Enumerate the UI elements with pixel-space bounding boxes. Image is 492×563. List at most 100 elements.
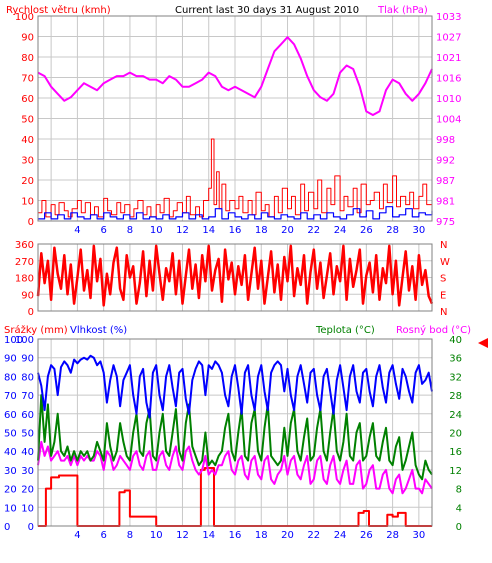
bottom-x-tick-label: 14 bbox=[202, 530, 215, 541]
rain-axis-title: Srážky (mm) bbox=[4, 324, 68, 336]
rain-axis-tick-label: 80 bbox=[4, 372, 17, 383]
pressure-axis-tick-label: 1016 bbox=[436, 74, 461, 85]
compass-tick-label: N bbox=[440, 307, 447, 318]
bottom-x-tick-label: 10 bbox=[150, 530, 163, 541]
rain-axis-tick-label: 90 bbox=[4, 354, 17, 365]
humidity-axis-tick-label: 20 bbox=[21, 485, 34, 496]
rain-axis-tick-label: 10 bbox=[4, 503, 17, 514]
temperature-line bbox=[37, 394, 433, 481]
wind-axis-tick-label: 20 bbox=[21, 176, 34, 187]
bottom-x-tick-label: 4 bbox=[74, 530, 80, 541]
humidity-axis-title: Vlhkost (%) bbox=[70, 325, 127, 336]
temperature-axis-tick-label: 8 bbox=[456, 485, 462, 496]
dew-point-axis-title: Rosný bod (°C) bbox=[396, 324, 471, 336]
bottom-x-tick-label: 18 bbox=[255, 530, 268, 541]
top-plot-frame bbox=[37, 15, 433, 222]
compass-tick-label: S bbox=[440, 274, 446, 285]
temperature-axis-tick-label: 32 bbox=[449, 372, 462, 383]
top-x-tick-label: 4 bbox=[74, 225, 80, 236]
top-x-tick-label: 18 bbox=[255, 225, 268, 236]
bottom-x-tick-label: 24 bbox=[334, 530, 347, 541]
temperature-axis-tick-label: 12 bbox=[449, 466, 462, 477]
pressure-axis-tick-label: 992 bbox=[436, 156, 455, 167]
direction-axis-tick-label: 270 bbox=[15, 257, 34, 268]
bottom-x-tick-label: 6 bbox=[100, 530, 106, 541]
wind-direction-line bbox=[36, 244, 434, 307]
top-x-tick-label: 6 bbox=[100, 225, 106, 236]
compass-tick-label: W bbox=[440, 257, 450, 268]
wind-axis-tick-label: 90 bbox=[21, 33, 34, 44]
humidity-axis-tick-label: 60 bbox=[21, 410, 34, 421]
wind-axis-tick-label: 10 bbox=[21, 197, 34, 208]
humidity-axis-tick-label: 80 bbox=[21, 372, 34, 383]
mid-plot-frame bbox=[37, 243, 433, 312]
bottom-plot-frame bbox=[37, 338, 433, 527]
pressure-axis-tick-label: 1010 bbox=[436, 94, 461, 105]
top-x-tick-label: 12 bbox=[176, 225, 189, 236]
top-x-tick-label: 20 bbox=[281, 225, 294, 236]
top-x-tick-label: 14 bbox=[202, 225, 215, 236]
rain-axis-tick-label: 40 bbox=[4, 447, 17, 458]
top-x-tick-label: 16 bbox=[229, 225, 242, 236]
bottom-x-tick-label: 20 bbox=[281, 530, 294, 541]
bottom-x-tick-label: 22 bbox=[307, 530, 320, 541]
rain-axis-tick-label: 0 bbox=[4, 522, 10, 533]
top-x-tick-label: 10 bbox=[150, 225, 163, 236]
current-value-marker-icon bbox=[478, 338, 488, 348]
humidity-line bbox=[37, 354, 433, 419]
pressure-axis-tick-label: 1021 bbox=[436, 53, 461, 64]
top-x-tick-label: 22 bbox=[307, 225, 320, 236]
temperature-axis-tick-label: 20 bbox=[449, 429, 462, 440]
wind-axis-tick-label: 0 bbox=[28, 217, 34, 228]
bottom-x-tick-label: 30 bbox=[412, 530, 425, 541]
direction-axis-tick-label: 0 bbox=[28, 307, 34, 318]
direction-axis-tick-label: 90 bbox=[21, 290, 34, 301]
top-x-tick-label: 28 bbox=[386, 225, 399, 236]
bottom-x-tick-label: 16 bbox=[229, 530, 242, 541]
temperature-axis-tick-label: 28 bbox=[449, 391, 462, 402]
temperature-axis-tick-label: 4 bbox=[456, 503, 462, 514]
rain-axis-tick-label: 30 bbox=[4, 466, 17, 477]
pressure-line bbox=[37, 36, 433, 116]
top-x-tick-label: 24 bbox=[334, 225, 347, 236]
humidity-axis-tick-label: 10 bbox=[21, 503, 34, 514]
bottom-x-tick-label: 8 bbox=[127, 530, 133, 541]
pressure-axis-tick-label: 987 bbox=[436, 176, 455, 187]
bottom-x-tick-label: 12 bbox=[176, 530, 189, 541]
humidity-axis-tick-label: 40 bbox=[21, 447, 34, 458]
temperature-axis-tick-label: 40 bbox=[449, 335, 462, 346]
temperature-axis-tick-label: 16 bbox=[449, 447, 462, 458]
wind-average-line bbox=[38, 206, 433, 220]
pressure-axis-tick-label: 1004 bbox=[436, 115, 461, 126]
direction-axis-tick-label: 360 bbox=[15, 240, 34, 251]
rain-axis-tick-label: 70 bbox=[4, 391, 17, 402]
wind-speed-axis-title: Rychlost větru (kmh) bbox=[6, 4, 111, 16]
top-x-tick-label: 26 bbox=[360, 225, 373, 236]
humidity-axis-tick-label: 100 bbox=[15, 335, 34, 346]
wind-gust-line bbox=[38, 138, 433, 218]
pressure-axis-title: Tlak (hPa) bbox=[377, 5, 428, 16]
pressure-axis-tick-label: 1033 bbox=[436, 12, 461, 23]
bottom-x-tick-label: 28 bbox=[386, 530, 399, 541]
compass-tick-label: E bbox=[440, 290, 446, 301]
humidity-axis-tick-label: 30 bbox=[21, 466, 34, 477]
top-x-tick-label: 30 bbox=[412, 225, 425, 236]
humidity-axis-tick-label: 90 bbox=[21, 354, 34, 365]
pressure-axis-tick-label: 975 bbox=[436, 217, 455, 228]
direction-axis-tick-label: 180 bbox=[15, 274, 34, 285]
wind-axis-tick-label: 50 bbox=[21, 115, 34, 126]
pressure-axis-tick-label: 1027 bbox=[436, 33, 461, 44]
temperature-axis-title: Teplota (°C) bbox=[315, 325, 375, 336]
wind-axis-tick-label: 80 bbox=[21, 53, 34, 64]
bottom-x-tick-label: 26 bbox=[360, 530, 373, 541]
wind-axis-tick-label: 100 bbox=[15, 12, 34, 23]
wind-axis-tick-label: 70 bbox=[21, 74, 34, 85]
rain-axis-tick-label: 20 bbox=[4, 485, 17, 496]
humidity-axis-tick-label: 50 bbox=[21, 429, 34, 440]
rain-axis-tick-label: 60 bbox=[4, 410, 17, 421]
humidity-axis-tick-label: 70 bbox=[21, 391, 34, 402]
temperature-axis-tick-label: 36 bbox=[449, 354, 462, 365]
wind-axis-tick-label: 30 bbox=[21, 156, 34, 167]
